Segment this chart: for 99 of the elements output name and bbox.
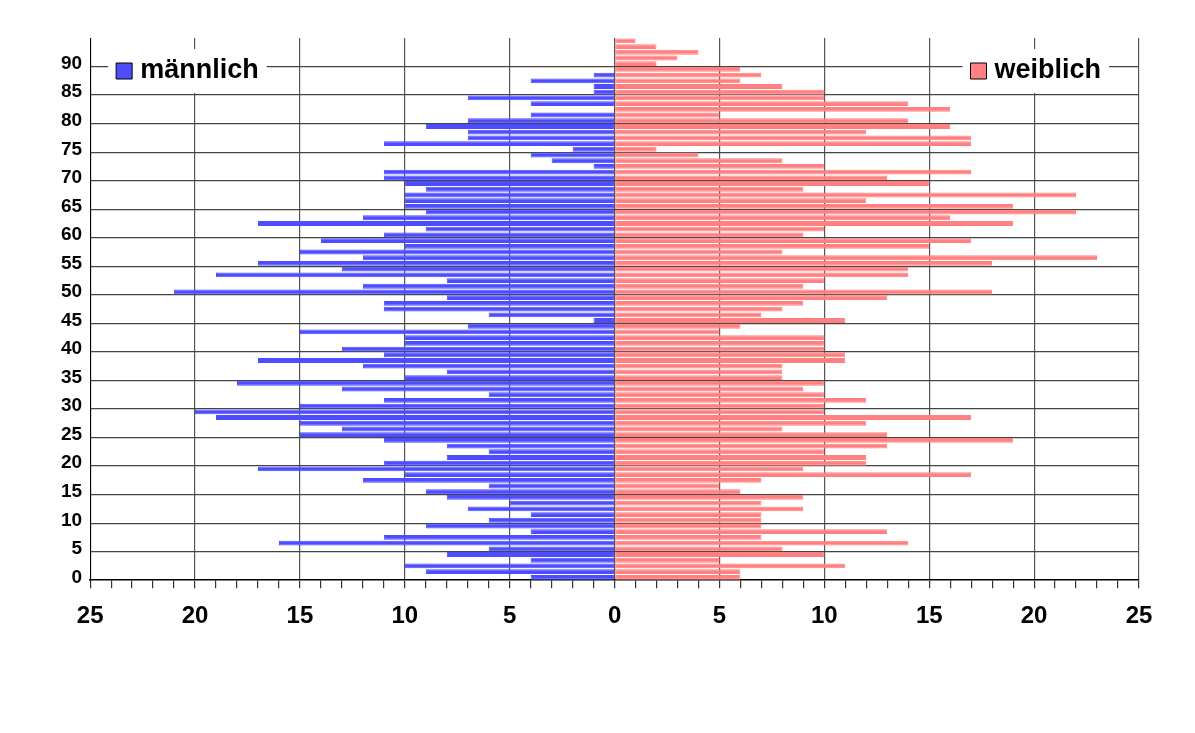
y-tick-label: 65 xyxy=(60,194,83,216)
bar xyxy=(615,232,804,238)
bar xyxy=(615,540,909,546)
bar xyxy=(615,403,825,409)
bar xyxy=(467,135,614,141)
bar xyxy=(615,66,741,72)
bar xyxy=(615,517,762,523)
bar xyxy=(615,295,888,301)
bar xyxy=(530,101,614,107)
bar xyxy=(615,500,762,506)
bar xyxy=(404,335,614,341)
bar xyxy=(615,272,909,278)
y-tick-label: 75 xyxy=(60,137,83,159)
x-tick-label: 0 xyxy=(607,601,622,629)
bar xyxy=(615,238,972,244)
bar xyxy=(383,232,614,238)
x-tick-label: 5 xyxy=(503,601,517,629)
bar xyxy=(383,300,614,306)
y-tick-label: 30 xyxy=(60,394,83,416)
y-tick-label: 10 xyxy=(60,508,83,530)
bar xyxy=(320,238,614,244)
bar xyxy=(615,437,1014,443)
bar xyxy=(615,255,1098,261)
y-tick-label: 25 xyxy=(60,422,83,444)
y-tick-label: 20 xyxy=(60,451,83,473)
y-tick-label: 85 xyxy=(60,80,83,102)
bar xyxy=(615,574,741,580)
bar xyxy=(615,49,699,55)
bar xyxy=(404,340,614,346)
bar xyxy=(446,369,614,375)
y-tick-label: 40 xyxy=(60,337,83,359)
x-tick-label: 15 xyxy=(915,601,943,629)
bar xyxy=(615,466,804,472)
legend-label: männlich xyxy=(140,54,259,85)
bar xyxy=(615,266,909,272)
y-tick-label: 5 xyxy=(71,537,83,559)
bar xyxy=(615,443,888,449)
bar xyxy=(593,72,614,78)
y-tick-label: 90 xyxy=(60,51,83,73)
bar xyxy=(615,472,972,478)
bar xyxy=(615,397,867,403)
bar xyxy=(341,266,614,272)
bar xyxy=(404,203,614,209)
bar xyxy=(383,306,614,312)
bar xyxy=(615,141,972,147)
bar xyxy=(467,506,614,512)
bar xyxy=(615,569,741,575)
bar xyxy=(236,380,614,386)
bar xyxy=(615,38,636,44)
bar xyxy=(615,340,825,346)
x-tick-label: 10 xyxy=(391,601,419,629)
bar xyxy=(425,209,614,215)
bar xyxy=(383,397,614,403)
x-tick-label: 15 xyxy=(286,601,314,629)
x-tick-label: 20 xyxy=(1020,601,1048,629)
x-tick-label: 25 xyxy=(1125,601,1153,629)
bar xyxy=(383,141,614,147)
y-tick-label: 50 xyxy=(60,280,83,302)
bar xyxy=(216,272,614,278)
bar xyxy=(615,163,825,169)
bar xyxy=(615,169,972,175)
bar xyxy=(615,335,825,341)
y-tick-label: 80 xyxy=(60,108,83,130)
y-tick-label: 35 xyxy=(60,365,83,387)
bar xyxy=(446,443,614,449)
bar xyxy=(257,466,614,472)
bar xyxy=(615,380,825,386)
bar xyxy=(404,198,614,204)
bar xyxy=(425,569,614,575)
bar xyxy=(615,203,1014,209)
bar xyxy=(278,540,614,546)
bar xyxy=(615,72,762,78)
y-tick-label: 0 xyxy=(71,565,83,587)
bar xyxy=(615,209,1077,215)
x-tick-label: 20 xyxy=(181,601,209,629)
bar xyxy=(615,369,783,375)
bar xyxy=(551,158,614,164)
bar xyxy=(615,506,804,512)
bar xyxy=(615,529,888,535)
y-tick-label: 70 xyxy=(60,166,83,188)
bar xyxy=(488,517,614,523)
y-tick-label: 60 xyxy=(60,223,83,245)
bar xyxy=(615,106,951,112)
y-tick-label: 15 xyxy=(60,479,83,501)
bar xyxy=(509,500,614,506)
bar xyxy=(383,169,614,175)
y-tick-label: 45 xyxy=(60,308,83,330)
bar xyxy=(362,477,614,483)
x-tick-label: 5 xyxy=(712,601,727,629)
bar xyxy=(299,432,614,438)
y-tick-label: 55 xyxy=(60,251,83,273)
bar xyxy=(362,283,614,289)
bar xyxy=(425,489,614,495)
bar xyxy=(615,306,783,312)
bar xyxy=(615,135,972,141)
x-tick-label: 10 xyxy=(810,601,838,629)
bar xyxy=(299,403,614,409)
bar xyxy=(383,534,614,540)
legend-label: weiblich xyxy=(993,54,1102,85)
